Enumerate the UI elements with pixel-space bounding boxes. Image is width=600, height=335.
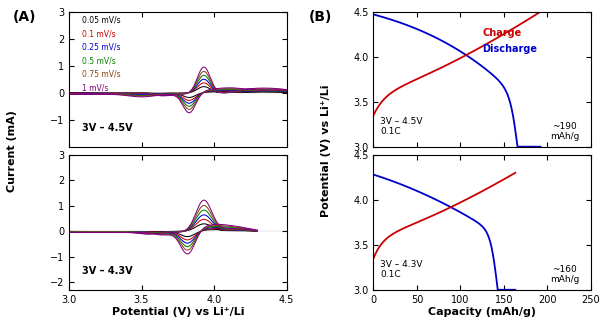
Text: Potential (V) vs Li⁺/Li: Potential (V) vs Li⁺/Li [321, 84, 331, 217]
X-axis label: Potential (V) vs Li⁺/Li: Potential (V) vs Li⁺/Li [112, 308, 244, 318]
Text: (A): (A) [13, 10, 37, 24]
Text: 0.25 mV/s: 0.25 mV/s [82, 43, 121, 52]
Text: 1 mV/s: 1 mV/s [82, 83, 109, 92]
Text: 3V – 4.5V
0.1C: 3V – 4.5V 0.1C [380, 117, 422, 136]
Text: 3V – 4.3V: 3V – 4.3V [82, 266, 133, 276]
Text: 3V – 4.5V: 3V – 4.5V [82, 123, 133, 133]
Text: 3V – 4.3V
0.1C: 3V – 4.3V 0.1C [380, 260, 422, 279]
Text: 0.5 mV/s: 0.5 mV/s [82, 56, 116, 65]
Text: 0.05 mV/s: 0.05 mV/s [82, 16, 121, 25]
Text: 0.75 mV/s: 0.75 mV/s [82, 70, 121, 79]
Text: Discharge: Discharge [482, 44, 537, 54]
Text: (B): (B) [309, 10, 332, 24]
Text: ~160
mAh/g: ~160 mAh/g [550, 265, 580, 284]
Text: 0.1 mV/s: 0.1 mV/s [82, 29, 116, 38]
Text: Current (mA): Current (mA) [7, 110, 17, 192]
Text: Charge: Charge [482, 28, 521, 38]
Text: ~190
mAh/g: ~190 mAh/g [550, 122, 580, 141]
X-axis label: Capacity (mAh/g): Capacity (mAh/g) [428, 308, 536, 318]
